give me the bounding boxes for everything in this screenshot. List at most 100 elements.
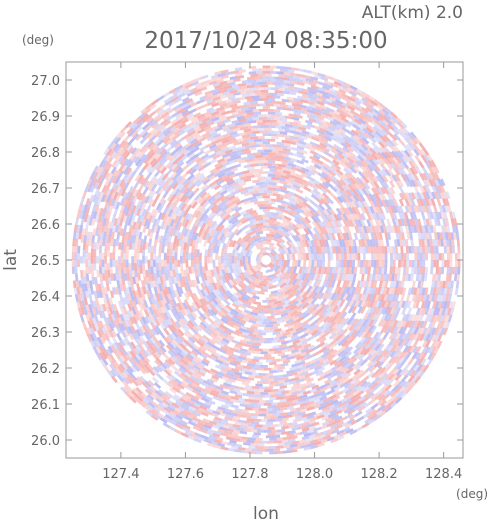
- radar-cell: [164, 260, 167, 267]
- radar-cell: [263, 120, 270, 123]
- radar-cell: [183, 256, 186, 263]
- radar-cell: [194, 256, 197, 263]
- radar-cell: [417, 267, 420, 274]
- radar-cell: [271, 114, 278, 117]
- radar-cell: [123, 253, 126, 260]
- radar-cell: [270, 120, 277, 123]
- radar-cell: [254, 301, 262, 305]
- radar-cell: [115, 267, 118, 274]
- radar-cell: [366, 260, 369, 267]
- radar-cell: [441, 253, 444, 260]
- radar-cell: [406, 294, 411, 302]
- radar-cell: [256, 169, 263, 172]
- radar-cell: [126, 267, 129, 275]
- radar-cell: [266, 206, 273, 209]
- radar-cell: [257, 177, 264, 180]
- radar-cell: [126, 260, 129, 267]
- radar-cell: [319, 253, 322, 260]
- radar-cell: [231, 404, 239, 408]
- radar-cell: [252, 421, 259, 424]
- radar-cell: [77, 246, 80, 253]
- radar-cell: [268, 392, 275, 395]
- radar-cell: [254, 392, 262, 395]
- radar-cell: [196, 286, 201, 294]
- radar-cell: [257, 74, 264, 77]
- radar-cell: [264, 225, 271, 228]
- radar-cell: [261, 357, 268, 360]
- radar-cell: [136, 284, 140, 292]
- radar-cell: [414, 253, 417, 260]
- radar-cell: [431, 260, 434, 267]
- radar-cell: [347, 253, 350, 260]
- radar-cell: [436, 246, 439, 254]
- radar-cell: [91, 249, 94, 256]
- radar-cell: [395, 246, 398, 253]
- radar-cell: [153, 260, 156, 267]
- radar-cell: [264, 395, 271, 398]
- radar-cell: [262, 425, 269, 428]
- radar-cell: [259, 311, 266, 314]
- radar-cell: [266, 373, 273, 376]
- radar-cell: [126, 253, 129, 260]
- radar-cell: [311, 253, 314, 260]
- radar-cell: [263, 141, 270, 144]
- radar-cell: [441, 260, 444, 267]
- radar-cell: [423, 253, 426, 260]
- radar-cell: [252, 117, 260, 120]
- radar-cell: [85, 246, 88, 254]
- radar-cell: [169, 263, 172, 270]
- radar-cell: [439, 253, 442, 260]
- radar-cell: [414, 267, 417, 274]
- radar-cell: [379, 260, 382, 267]
- radar-cell: [112, 260, 115, 267]
- radar-cell: [102, 260, 105, 267]
- radar-cell: [83, 249, 86, 256]
- radar-cell: [158, 263, 161, 270]
- radar-cell: [102, 253, 105, 260]
- radar-cell: [262, 446, 269, 449]
- radar-cell: [436, 260, 439, 267]
- radar-cell: [430, 246, 433, 254]
- radar-cell: [167, 249, 170, 257]
- radar-cell: [271, 150, 279, 153]
- radar-cell: [455, 260, 458, 267]
- radar-cell: [271, 101, 278, 104]
- radar-cell: [330, 253, 333, 260]
- radar-cell: [266, 117, 273, 120]
- radar-cell: [263, 223, 270, 226]
- radar-cell: [270, 93, 277, 96]
- radar-cell: [254, 419, 261, 422]
- radar-cell: [261, 152, 268, 155]
- radar-cell: [142, 256, 145, 263]
- radar-cell: [259, 400, 266, 403]
- radar-cell: [257, 87, 264, 90]
- radar-cell: [271, 136, 278, 139]
- radar-cell: [93, 249, 96, 256]
- radar-cell: [264, 416, 271, 419]
- radar-cell: [259, 324, 266, 327]
- radar-cell: [256, 141, 263, 144]
- radar-cell: [262, 286, 270, 289]
- radar-cell: [257, 430, 264, 433]
- radar-cell: [191, 253, 194, 260]
- radar-cell: [259, 95, 266, 98]
- radar-cell: [256, 79, 263, 82]
- radar-cell: [257, 403, 264, 406]
- radar-cell: [91, 263, 94, 270]
- radar-cell: [408, 246, 411, 254]
- radar-cell: [447, 253, 450, 260]
- radar-cell: [248, 256, 251, 263]
- radar-cell: [268, 378, 275, 381]
- radar-cell: [263, 106, 270, 109]
- radar-cell: [256, 71, 263, 74]
- radar-cell: [317, 260, 320, 267]
- radar-cell: [167, 263, 170, 270]
- radar-cell: [266, 414, 273, 417]
- radar-cell: [262, 349, 269, 352]
- radar-cell: [268, 242, 275, 246]
- radar-cell: [261, 166, 268, 169]
- radar-cell: [250, 88, 257, 91]
- radar-cell: [349, 260, 352, 267]
- radar-cell: [274, 419, 282, 422]
- radar-cell: [425, 253, 428, 260]
